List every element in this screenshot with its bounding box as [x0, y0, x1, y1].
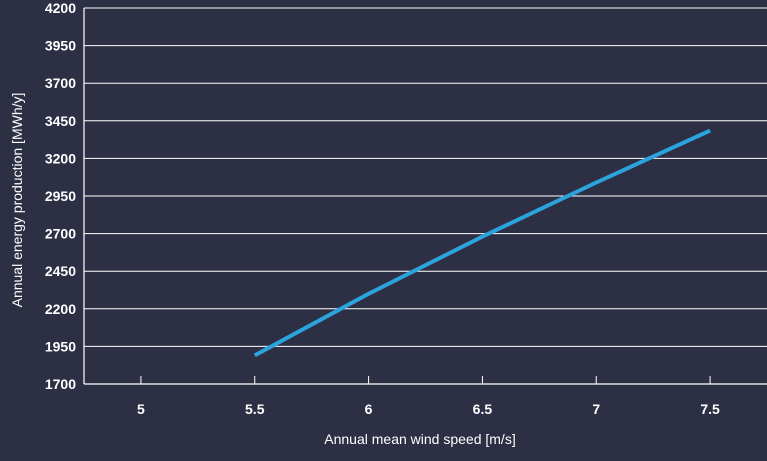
y-axis-title: Annual energy production [MWh/y] — [9, 93, 25, 308]
x-tick-label-6: 6 — [365, 401, 373, 417]
y-tick-label-1950: 1950 — [45, 338, 76, 354]
x-tick-label-6.5: 6.5 — [473, 401, 493, 417]
series-layer — [253, 128, 711, 358]
x-tick-label-5.5: 5.5 — [245, 401, 265, 417]
x-tick-label-5: 5 — [137, 401, 145, 417]
y-tick-label-3700: 3700 — [45, 75, 76, 91]
y-tick-label-2950: 2950 — [45, 188, 76, 204]
axes — [83, 8, 767, 385]
y-tick-label-3450: 3450 — [45, 113, 76, 129]
x-tick-label-7: 7 — [592, 401, 600, 417]
x-axis-title: Annual mean wind speed [m/s] — [324, 431, 515, 447]
y-tick-label-1700: 1700 — [45, 376, 76, 392]
y-axis-ticks: 1700 1950 2200 2450 2700 2950 3200 3450 3700 3950… — [45, 0, 76, 392]
y-tick-label-2700: 2700 — [45, 226, 76, 242]
gridlines — [84, 7, 767, 347]
y-tick-label-2200: 2200 — [45, 301, 76, 317]
series-line-0 — [253, 128, 711, 358]
x-axis-ticks: 5 5.5 6 6.5 7 7.5 — [137, 376, 720, 417]
y-tick-label-4200: 4200 — [45, 0, 76, 16]
y-tick-label-3950: 3950 — [45, 38, 76, 54]
y-tick-label-3200: 3200 — [45, 150, 76, 166]
x-tick-label-7.5: 7.5 — [700, 401, 720, 417]
y-tick-label-2450: 2450 — [45, 263, 76, 279]
